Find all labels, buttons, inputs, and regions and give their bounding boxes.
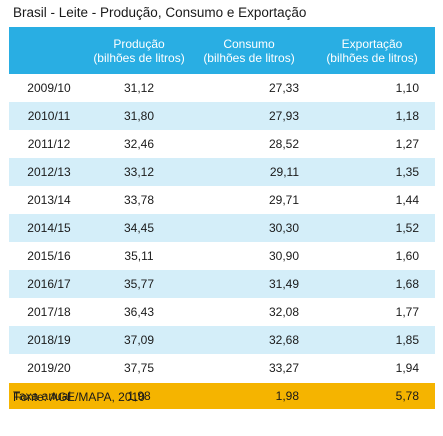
cell-period: 2012/13	[27, 165, 71, 179]
cell-exportacao: 1,35	[395, 165, 419, 179]
cell-producao: 33,12	[123, 165, 155, 179]
cell-consumo: 29,71	[268, 193, 299, 207]
cell-exportacao: 1,77	[395, 305, 419, 319]
header-unit: (bilhões de litros)	[203, 50, 295, 65]
cell-exportacao: 1,60	[395, 249, 419, 263]
table-title: Brasil - Leite - Produção, Consumo e Exp…	[13, 5, 307, 20]
footer-label: Taxa anual	[13, 389, 72, 403]
table-row: 2011/12 32,46 28,52 1,27	[9, 130, 435, 158]
table-row: 2017/18 36,43 32,08 1,77	[9, 298, 435, 326]
header-label: Consumo	[223, 36, 275, 51]
cell-exportacao: 1,27	[395, 137, 419, 151]
table-row: 2009/10 31,12 27,33 1,10	[9, 74, 435, 102]
table-header: Produção (bilhões de litros) Consumo (bi…	[9, 27, 435, 74]
cell-producao: 37,09	[123, 333, 155, 347]
header-unit: (bilhões de litros)	[326, 50, 418, 65]
cell-producao: 37,75	[123, 361, 155, 375]
table-row: 2016/17 35,77 31,49 1,68	[9, 270, 435, 298]
cell-period: 2016/17	[27, 277, 71, 291]
cell-producao: 33,78	[123, 193, 155, 207]
cell-producao: 31,12	[123, 81, 155, 95]
cell-exportacao: 1,85	[395, 333, 419, 347]
cell-consumo: 32,68	[268, 333, 299, 347]
footer-producao: 1,98	[127, 389, 151, 403]
header-cell-exportacao: Exportação (bilhões de litros)	[309, 37, 435, 65]
cell-consumo: 30,90	[268, 249, 299, 263]
cell-exportacao: 1,94	[395, 361, 419, 375]
cell-producao: 34,45	[123, 221, 155, 235]
table-row: 2015/16 35,11 30,90 1,60	[9, 242, 435, 270]
header-cell-producao: Produção (bilhões de litros)	[89, 37, 189, 65]
cell-consumo: 28,52	[268, 137, 299, 151]
header-unit: (bilhões de litros)	[93, 50, 185, 65]
cell-period: 2018/19	[27, 333, 71, 347]
footer-exportacao: 5,78	[395, 389, 419, 403]
data-table: Produção (bilhões de litros) Consumo (bi…	[9, 27, 435, 409]
table-footer-row: Taxa anual 1,98 1,98 5,78	[9, 383, 435, 409]
cell-consumo: 31,49	[268, 277, 299, 291]
cell-period: 2013/14	[27, 193, 71, 207]
cell-exportacao: 1,10	[395, 81, 419, 95]
cell-consumo: 33,27	[268, 361, 299, 375]
table-row: 2010/11 31,80 27,93 1,18	[9, 102, 435, 130]
cell-exportacao: 1,52	[395, 221, 419, 235]
cell-producao: 35,11	[124, 249, 154, 263]
cell-producao: 35,77	[123, 277, 155, 291]
cell-exportacao: 1,44	[395, 193, 419, 207]
cell-producao: 31,80	[123, 109, 155, 123]
cell-period: 2014/15	[27, 221, 71, 235]
table-row: 2012/13 33,12 29,11 1,35	[9, 158, 435, 186]
table-row: 2018/19 37,09 32,68 1,85	[9, 326, 435, 354]
cell-period: 2009/10	[27, 81, 71, 95]
cell-exportacao: 1,68	[395, 277, 419, 291]
cell-period: 2017/18	[27, 305, 71, 319]
table-row: 2014/15 34,45 30,30 1,52	[9, 214, 435, 242]
cell-producao: 36,43	[123, 305, 155, 319]
cell-period: 2015/16	[27, 249, 71, 263]
cell-period: 2010/11	[27, 109, 71, 123]
cell-consumo: 29,11	[269, 165, 299, 179]
cell-consumo: 32,08	[268, 305, 299, 319]
cell-period: 2019/20	[27, 361, 71, 375]
header-cell-consumo: Consumo (bilhões de litros)	[189, 37, 309, 65]
cell-consumo: 30,30	[268, 221, 299, 235]
cell-period: 2011/12	[27, 137, 71, 151]
table-row: 2019/20 37,75 33,27 1,94	[9, 354, 435, 382]
cell-producao: 32,46	[123, 137, 155, 151]
header-label: Produção	[113, 36, 165, 51]
table-row: 2013/14 33,78 29,71 1,44	[9, 186, 435, 214]
cell-exportacao: 1,18	[395, 109, 419, 123]
source-note: Fonte: AGE/MAPA, 2010	[13, 390, 145, 404]
footer-consumo: 1,98	[275, 389, 299, 403]
cell-consumo: 27,93	[268, 109, 299, 123]
cell-consumo: 27,33	[268, 81, 299, 95]
header-label: Exportação	[341, 36, 403, 51]
